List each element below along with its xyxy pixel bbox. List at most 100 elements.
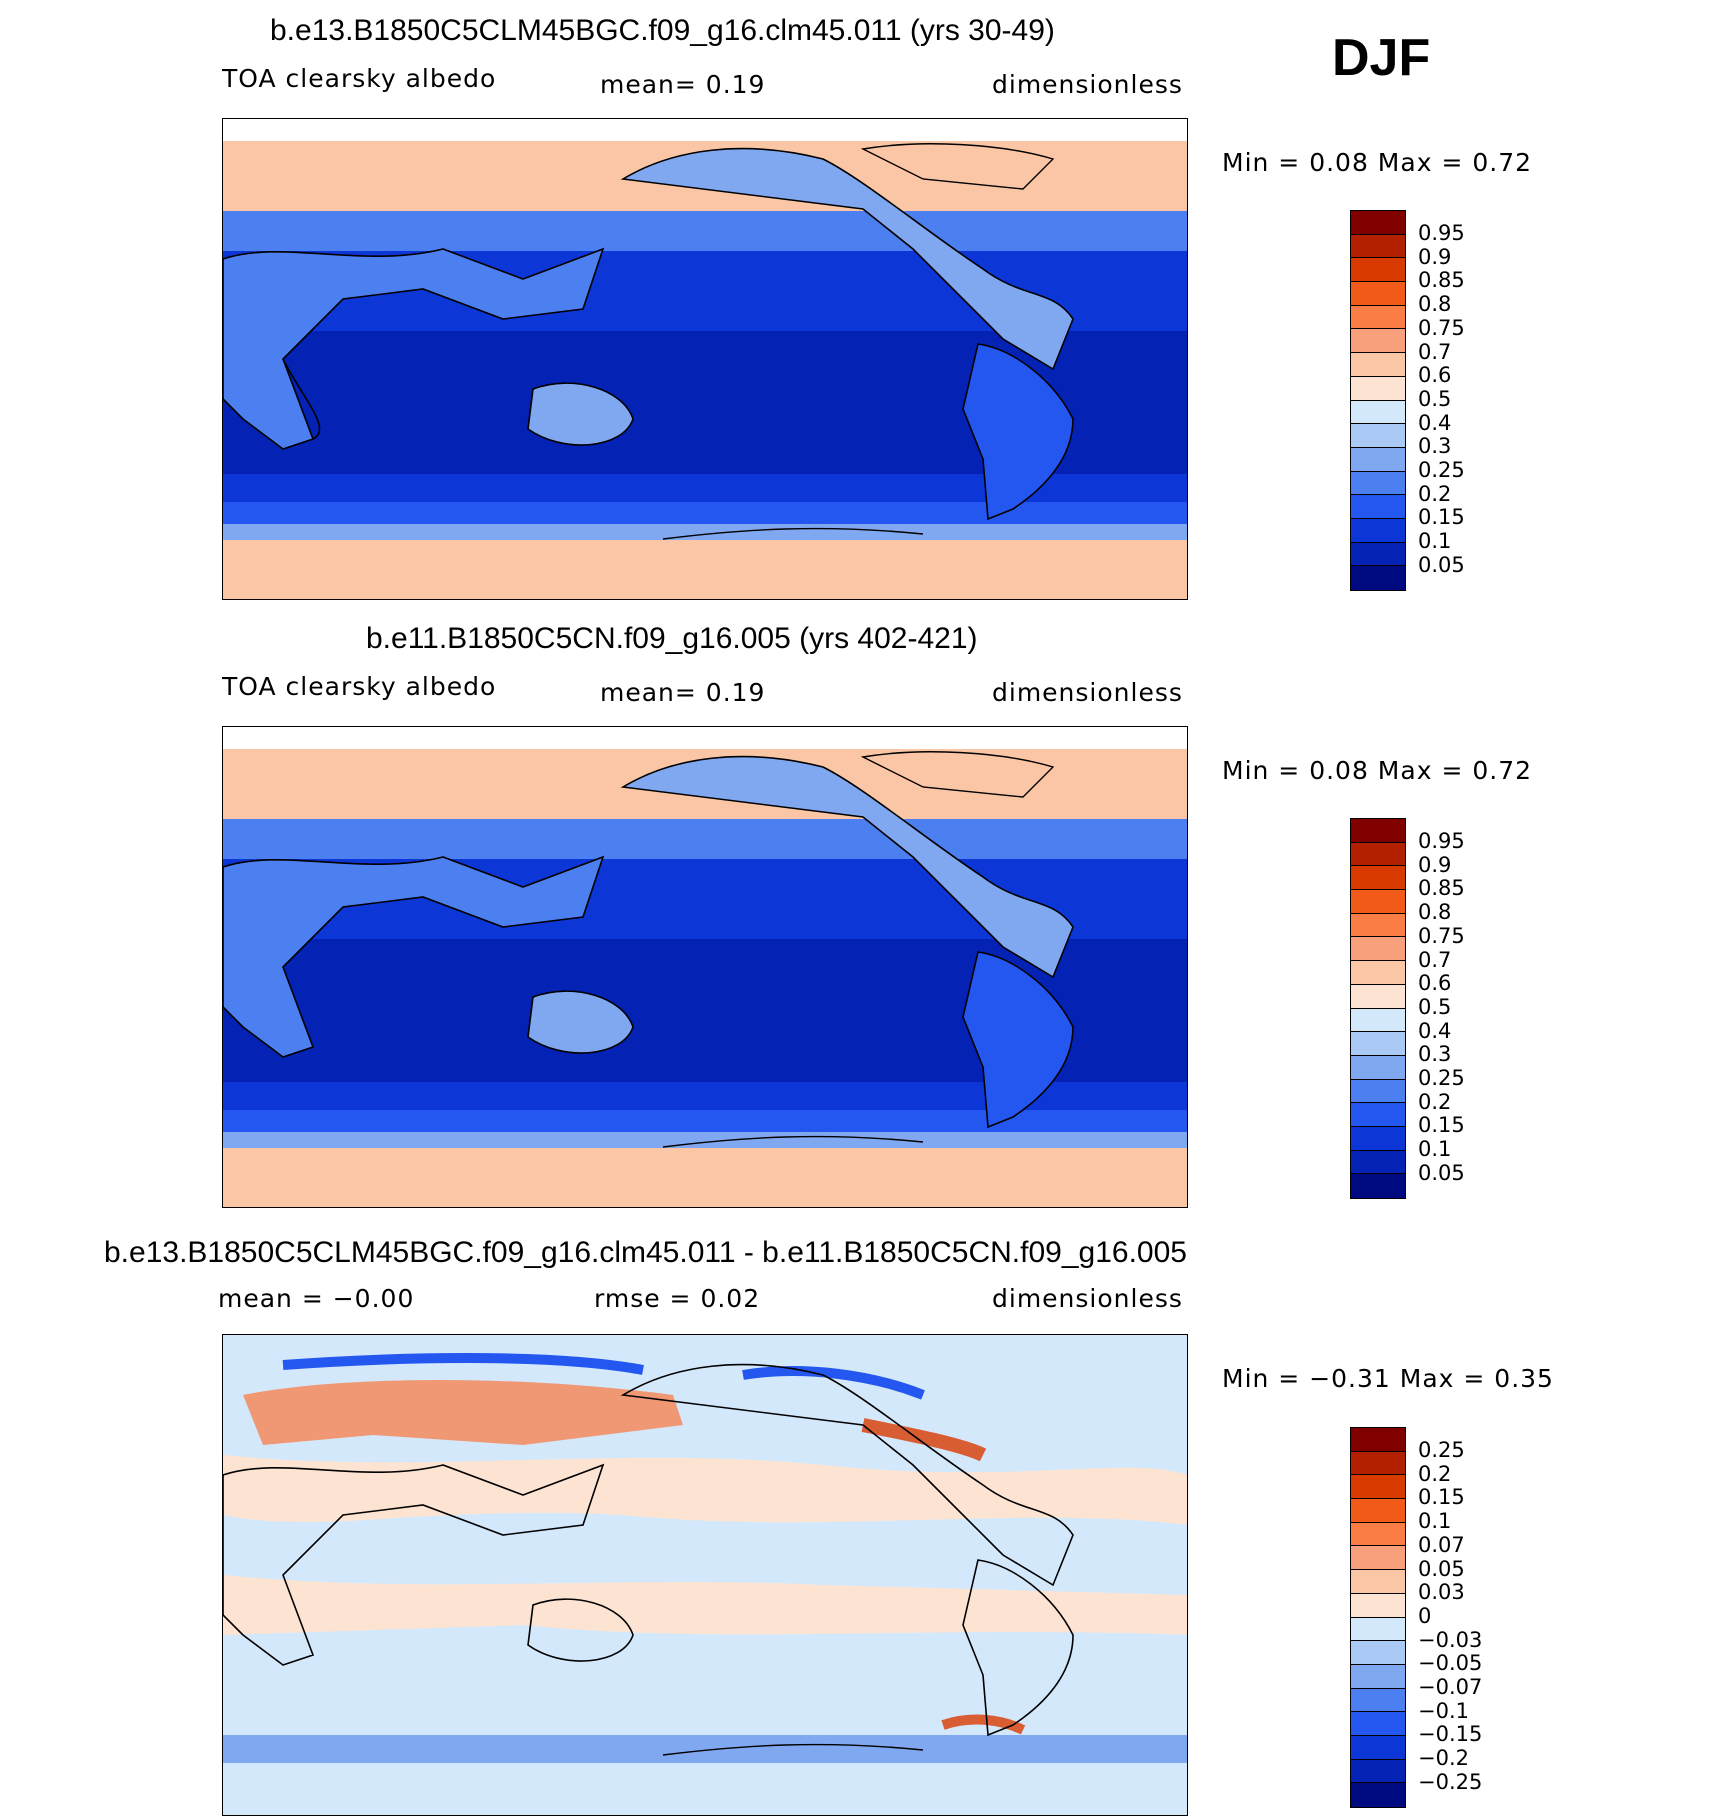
colorbar-swatch xyxy=(1351,1126,1405,1151)
colorbar-tick-label: 0 xyxy=(1418,1603,1432,1628)
colorbar-swatch xyxy=(1351,1055,1405,1080)
colorbar-labels: 0.25 0.2 0.15 0.1 0.07 0.05 0.03 0 −0.03 −0.05 −0.… xyxy=(1418,1438,1483,1795)
colorbar-tick-label: 0.2 xyxy=(1418,1461,1452,1486)
colorbar-swatch xyxy=(1351,1641,1405,1665)
colorbar-labels: 0.95 0.9 0.85 0.8 0.75 0.7 0.6 0.5 0.4 0.3 0.25 0.2… xyxy=(1418,829,1465,1186)
colorbar-swatch xyxy=(1351,353,1405,377)
colorbar-swatch xyxy=(1351,1475,1405,1500)
panel-title: b.e11.B1850C5CN.f09_g16.005 (yrs 402-421… xyxy=(366,622,978,655)
colorbar-tick-label: 0.07 xyxy=(1418,1532,1465,1557)
colorbar-swatch xyxy=(1351,819,1405,843)
colorbar-swatch xyxy=(1351,258,1405,283)
colorbar-tick-label: 0.7 xyxy=(1418,339,1452,364)
colorbar-swatch xyxy=(1351,282,1405,306)
colorbar-tick-label: 0.5 xyxy=(1418,994,1452,1019)
colorbar-swatch xyxy=(1351,842,1405,867)
colorbar-swatch xyxy=(1351,1617,1405,1642)
colorbar-tick-label: 0.15 xyxy=(1418,505,1465,530)
colorbar-tick-label: −0.25 xyxy=(1418,1769,1483,1794)
colorbar-swatch xyxy=(1351,961,1405,985)
colorbar xyxy=(1350,818,1406,1199)
colorbar-swatch xyxy=(1351,1008,1405,1033)
colorbar-tick-label: −0.2 xyxy=(1418,1746,1469,1771)
colorbar-swatch xyxy=(1351,1783,1405,1807)
colorbar-swatch xyxy=(1351,1664,1405,1689)
colorbar-swatch xyxy=(1351,937,1405,962)
units-label: dimensionless xyxy=(992,1284,1183,1313)
colorbar-swatch xyxy=(1351,234,1405,259)
colorbar-tick-label: 0.95 xyxy=(1418,829,1465,853)
colorbar-tick-label: 0.1 xyxy=(1418,1509,1452,1534)
colorbar-tick-label: 0.25 xyxy=(1418,1438,1465,1462)
colorbar-swatch xyxy=(1351,566,1405,590)
colorbar-tick-label: −0.07 xyxy=(1418,1675,1483,1700)
colorbar-tick-label: −0.15 xyxy=(1418,1722,1483,1747)
colorbar-swatch xyxy=(1351,1546,1405,1571)
colorbar-swatch xyxy=(1351,305,1405,330)
colorbar-tick-label: 0.85 xyxy=(1418,876,1465,901)
colorbar-swatch xyxy=(1351,329,1405,354)
colorbar-tick-label: 0.1 xyxy=(1418,529,1452,554)
colorbar-swatch xyxy=(1351,376,1405,401)
colorbar-tick-label: 0.7 xyxy=(1418,947,1452,972)
colorbar-tick-label: 0.3 xyxy=(1418,1042,1452,1067)
colorbar-swatch xyxy=(1351,211,1405,235)
colorbar-swatch xyxy=(1351,913,1405,938)
rmse-label: rmse = 0.02 xyxy=(594,1284,761,1313)
variable-label: TOA clearsky albedo xyxy=(222,672,497,701)
colorbar-tick-label: 0.9 xyxy=(1418,852,1452,877)
colorbar-swatch xyxy=(1351,1103,1405,1127)
mean-label: mean= 0.19 xyxy=(600,70,766,99)
colorbar-swatch xyxy=(1351,542,1405,567)
colorbar-swatch xyxy=(1351,424,1405,448)
colorbar-swatch xyxy=(1351,1570,1405,1594)
colorbar-tick-label: 0.5 xyxy=(1418,386,1452,411)
colorbar-swatch xyxy=(1351,1079,1405,1104)
colorbar-swatch xyxy=(1351,1499,1405,1523)
colorbar-labels: 0.95 0.9 0.85 0.8 0.75 0.7 0.6 0.5 0.4 0.3 0.25 0.2… xyxy=(1418,221,1465,578)
colorbar-tick-label: 0.03 xyxy=(1418,1580,1465,1605)
colorbar xyxy=(1350,210,1406,591)
colorbar-tick-label: 0.05 xyxy=(1418,1160,1465,1185)
variable-label: TOA clearsky albedo xyxy=(222,64,497,93)
colorbar-swatch xyxy=(1351,1150,1405,1175)
colorbar-tick-label: 0.95 xyxy=(1418,221,1465,245)
colorbar-tick-label: 0.3 xyxy=(1418,434,1452,459)
difference-map xyxy=(222,1334,1188,1816)
colorbar-swatch xyxy=(1351,1593,1405,1618)
season-label: DJF xyxy=(1332,29,1431,87)
colorbar-swatch xyxy=(1351,1032,1405,1056)
colorbar-tick-label: 0.4 xyxy=(1418,1018,1452,1043)
colorbar-swatch xyxy=(1351,1688,1405,1713)
colorbar-tick-label: 0.8 xyxy=(1418,292,1452,317)
colorbar-swatch xyxy=(1351,984,1405,1009)
panel-title: b.e13.B1850C5CLM45BGC.f09_g16.clm45.011 … xyxy=(270,14,1055,47)
colorbar-swatch xyxy=(1351,400,1405,425)
min-max-label: Min = 0.08 Max = 0.72 xyxy=(1222,148,1533,177)
colorbar-swatch xyxy=(1351,1712,1405,1736)
colorbar-tick-label: 0.8 xyxy=(1418,900,1452,925)
colorbar-tick-label: 0.75 xyxy=(1418,315,1465,340)
colorbar xyxy=(1350,1427,1406,1808)
colorbar-swatch xyxy=(1351,471,1405,496)
colorbar-tick-label: 0.15 xyxy=(1418,1113,1465,1138)
colorbar-tick-label: 0.05 xyxy=(1418,1556,1465,1581)
colorbar-swatch xyxy=(1351,1174,1405,1198)
colorbar-swatch xyxy=(1351,495,1405,519)
panel-title: b.e13.B1850C5CLM45BGC.f09_g16.clm45.011 … xyxy=(104,1236,1187,1269)
mean-label: mean = −0.00 xyxy=(218,1284,415,1313)
colorbar-tick-label: 0.9 xyxy=(1418,244,1452,269)
colorbar-swatch xyxy=(1351,518,1405,543)
colorbar-tick-label: 0.25 xyxy=(1418,458,1465,483)
colorbar-tick-label: 0.15 xyxy=(1418,1485,1465,1510)
colorbar-swatch xyxy=(1351,1428,1405,1452)
colorbar-swatch xyxy=(1351,447,1405,472)
colorbar-tick-label: 0.05 xyxy=(1418,552,1465,577)
colorbar-tick-label: 0.1 xyxy=(1418,1137,1452,1162)
colorbar-tick-label: 0.4 xyxy=(1418,410,1452,435)
colorbar-swatch xyxy=(1351,866,1405,891)
colorbar-tick-label: 0.2 xyxy=(1418,481,1452,506)
colorbar-tick-label: −0.1 xyxy=(1418,1698,1469,1723)
min-max-label: Min = 0.08 Max = 0.72 xyxy=(1222,756,1533,785)
colorbar-swatch xyxy=(1351,1451,1405,1476)
